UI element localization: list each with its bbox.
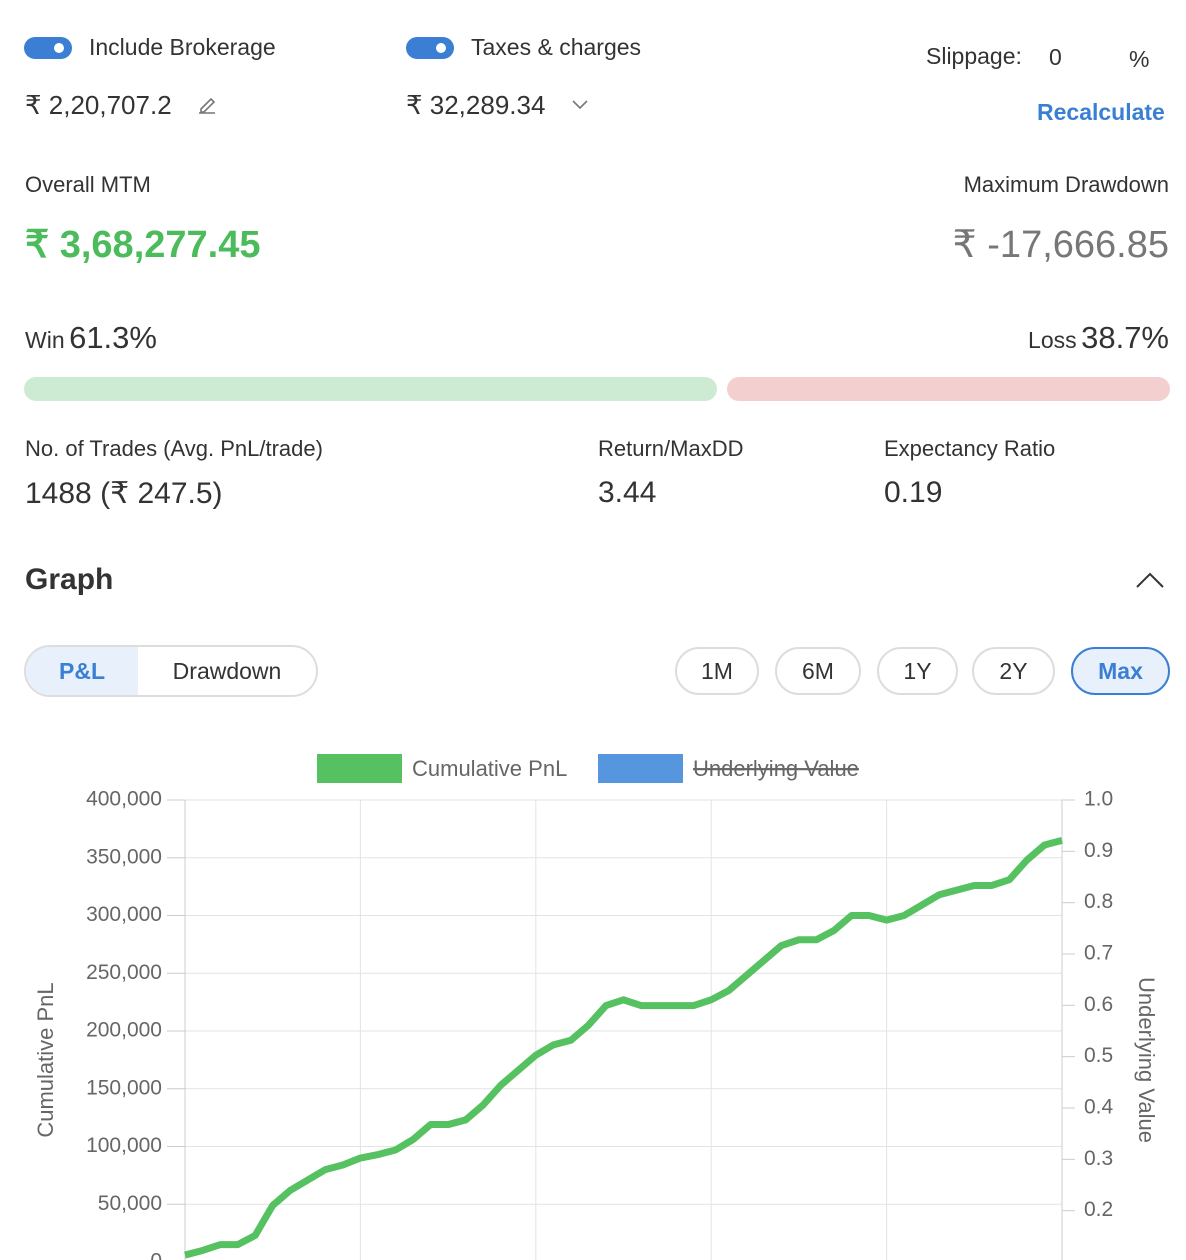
- y-tick-label: 250,000: [86, 961, 162, 984]
- range-button[interactable]: 1M: [675, 647, 759, 695]
- legend-swatch: [317, 754, 402, 783]
- recalculate-link[interactable]: Recalculate: [1037, 99, 1165, 125]
- edit-icon[interactable]: [196, 94, 218, 116]
- y-tick-label: 150,000: [86, 1076, 162, 1099]
- section-title: Graph: [25, 563, 114, 596]
- label: Slippage:: [926, 43, 1022, 69]
- y2-tick-label: 0.8: [1084, 890, 1113, 913]
- value: 0.19: [884, 476, 943, 509]
- legend-label: Cumulative PnL: [412, 756, 567, 781]
- y2-tick-label: 0.4: [1084, 1096, 1114, 1119]
- y2-tick-label: 0.9: [1084, 839, 1113, 862]
- legend-label: Underlying Value: [693, 756, 859, 781]
- y-tick-label: 0: [150, 1250, 162, 1260]
- legend-swatch: [598, 754, 683, 783]
- y-tick-label: 200,000: [86, 1019, 162, 1042]
- y-tick-label: 100,000: [86, 1134, 162, 1157]
- tab[interactable]: P&L: [26, 647, 138, 695]
- label: Win: [25, 327, 65, 353]
- y2-tick-label: 1.0: [1084, 788, 1113, 811]
- pnl-line: [184, 837, 1063, 1259]
- y2-tick-label: 0.5: [1084, 1044, 1113, 1067]
- label: Maximum Drawdown: [963, 172, 1169, 197]
- y-tick-label: 50,000: [98, 1192, 162, 1215]
- chevron-down[interactable]: [571, 98, 589, 112]
- range-button[interactable]: 6M: [775, 647, 861, 695]
- y-tick-label: 400,000: [86, 788, 162, 811]
- loss-bar: [727, 377, 1170, 401]
- toggle[interactable]: [406, 37, 454, 59]
- drawdown-value: ₹ -17,666.85: [952, 224, 1169, 266]
- y2-tick-label: 0.3: [1084, 1147, 1113, 1170]
- y-tick-label: 300,000: [86, 903, 162, 926]
- label: Include Brokerage: [89, 34, 276, 60]
- range-button[interactable]: Max: [1071, 647, 1170, 695]
- label: Loss: [1028, 327, 1077, 353]
- toggle[interactable]: [24, 37, 72, 59]
- label: Expectancy Ratio: [884, 436, 1056, 461]
- mtm-value: ₹ 3,68,277.45: [25, 224, 261, 266]
- y2-tick-label: 0.2: [1084, 1198, 1113, 1221]
- tab-group: P&L Drawdown: [24, 645, 318, 697]
- label: Overall MTM: [25, 172, 151, 197]
- value: 3.44: [598, 476, 657, 509]
- range-button[interactable]: 2Y: [972, 647, 1055, 695]
- value: 1488 (₹ 247.5): [25, 477, 223, 510]
- loss: Loss 38.7%: [1028, 320, 1169, 356]
- value: 38.7%: [1081, 320, 1169, 355]
- chevron-up[interactable]: [1135, 570, 1165, 590]
- win-bar: [24, 377, 717, 401]
- y2-tick-label: 0.6: [1084, 993, 1113, 1016]
- label: Return/MaxDD: [598, 436, 744, 461]
- y2-axis-title: Underlying Value: [1134, 977, 1159, 1143]
- label: Taxes & charges: [471, 34, 642, 60]
- amount: ₹ 2,20,707.2: [25, 90, 172, 120]
- label: No. of Trades (Avg. PnL/trade): [25, 436, 323, 461]
- input[interactable]: 0: [1049, 44, 1062, 70]
- win: Win 61.3%: [25, 320, 157, 356]
- amount: ₹ 32,289.34: [406, 90, 546, 120]
- range-button[interactable]: 1Y: [877, 647, 958, 695]
- value: 61.3%: [69, 320, 157, 355]
- y-tick-label: 350,000: [86, 845, 162, 868]
- y-axis-title: Cumulative PnL: [33, 982, 58, 1137]
- y2-tick-label: 0.7: [1084, 942, 1113, 965]
- unit: %: [1129, 46, 1150, 72]
- tab[interactable]: Drawdown: [172, 657, 282, 684]
